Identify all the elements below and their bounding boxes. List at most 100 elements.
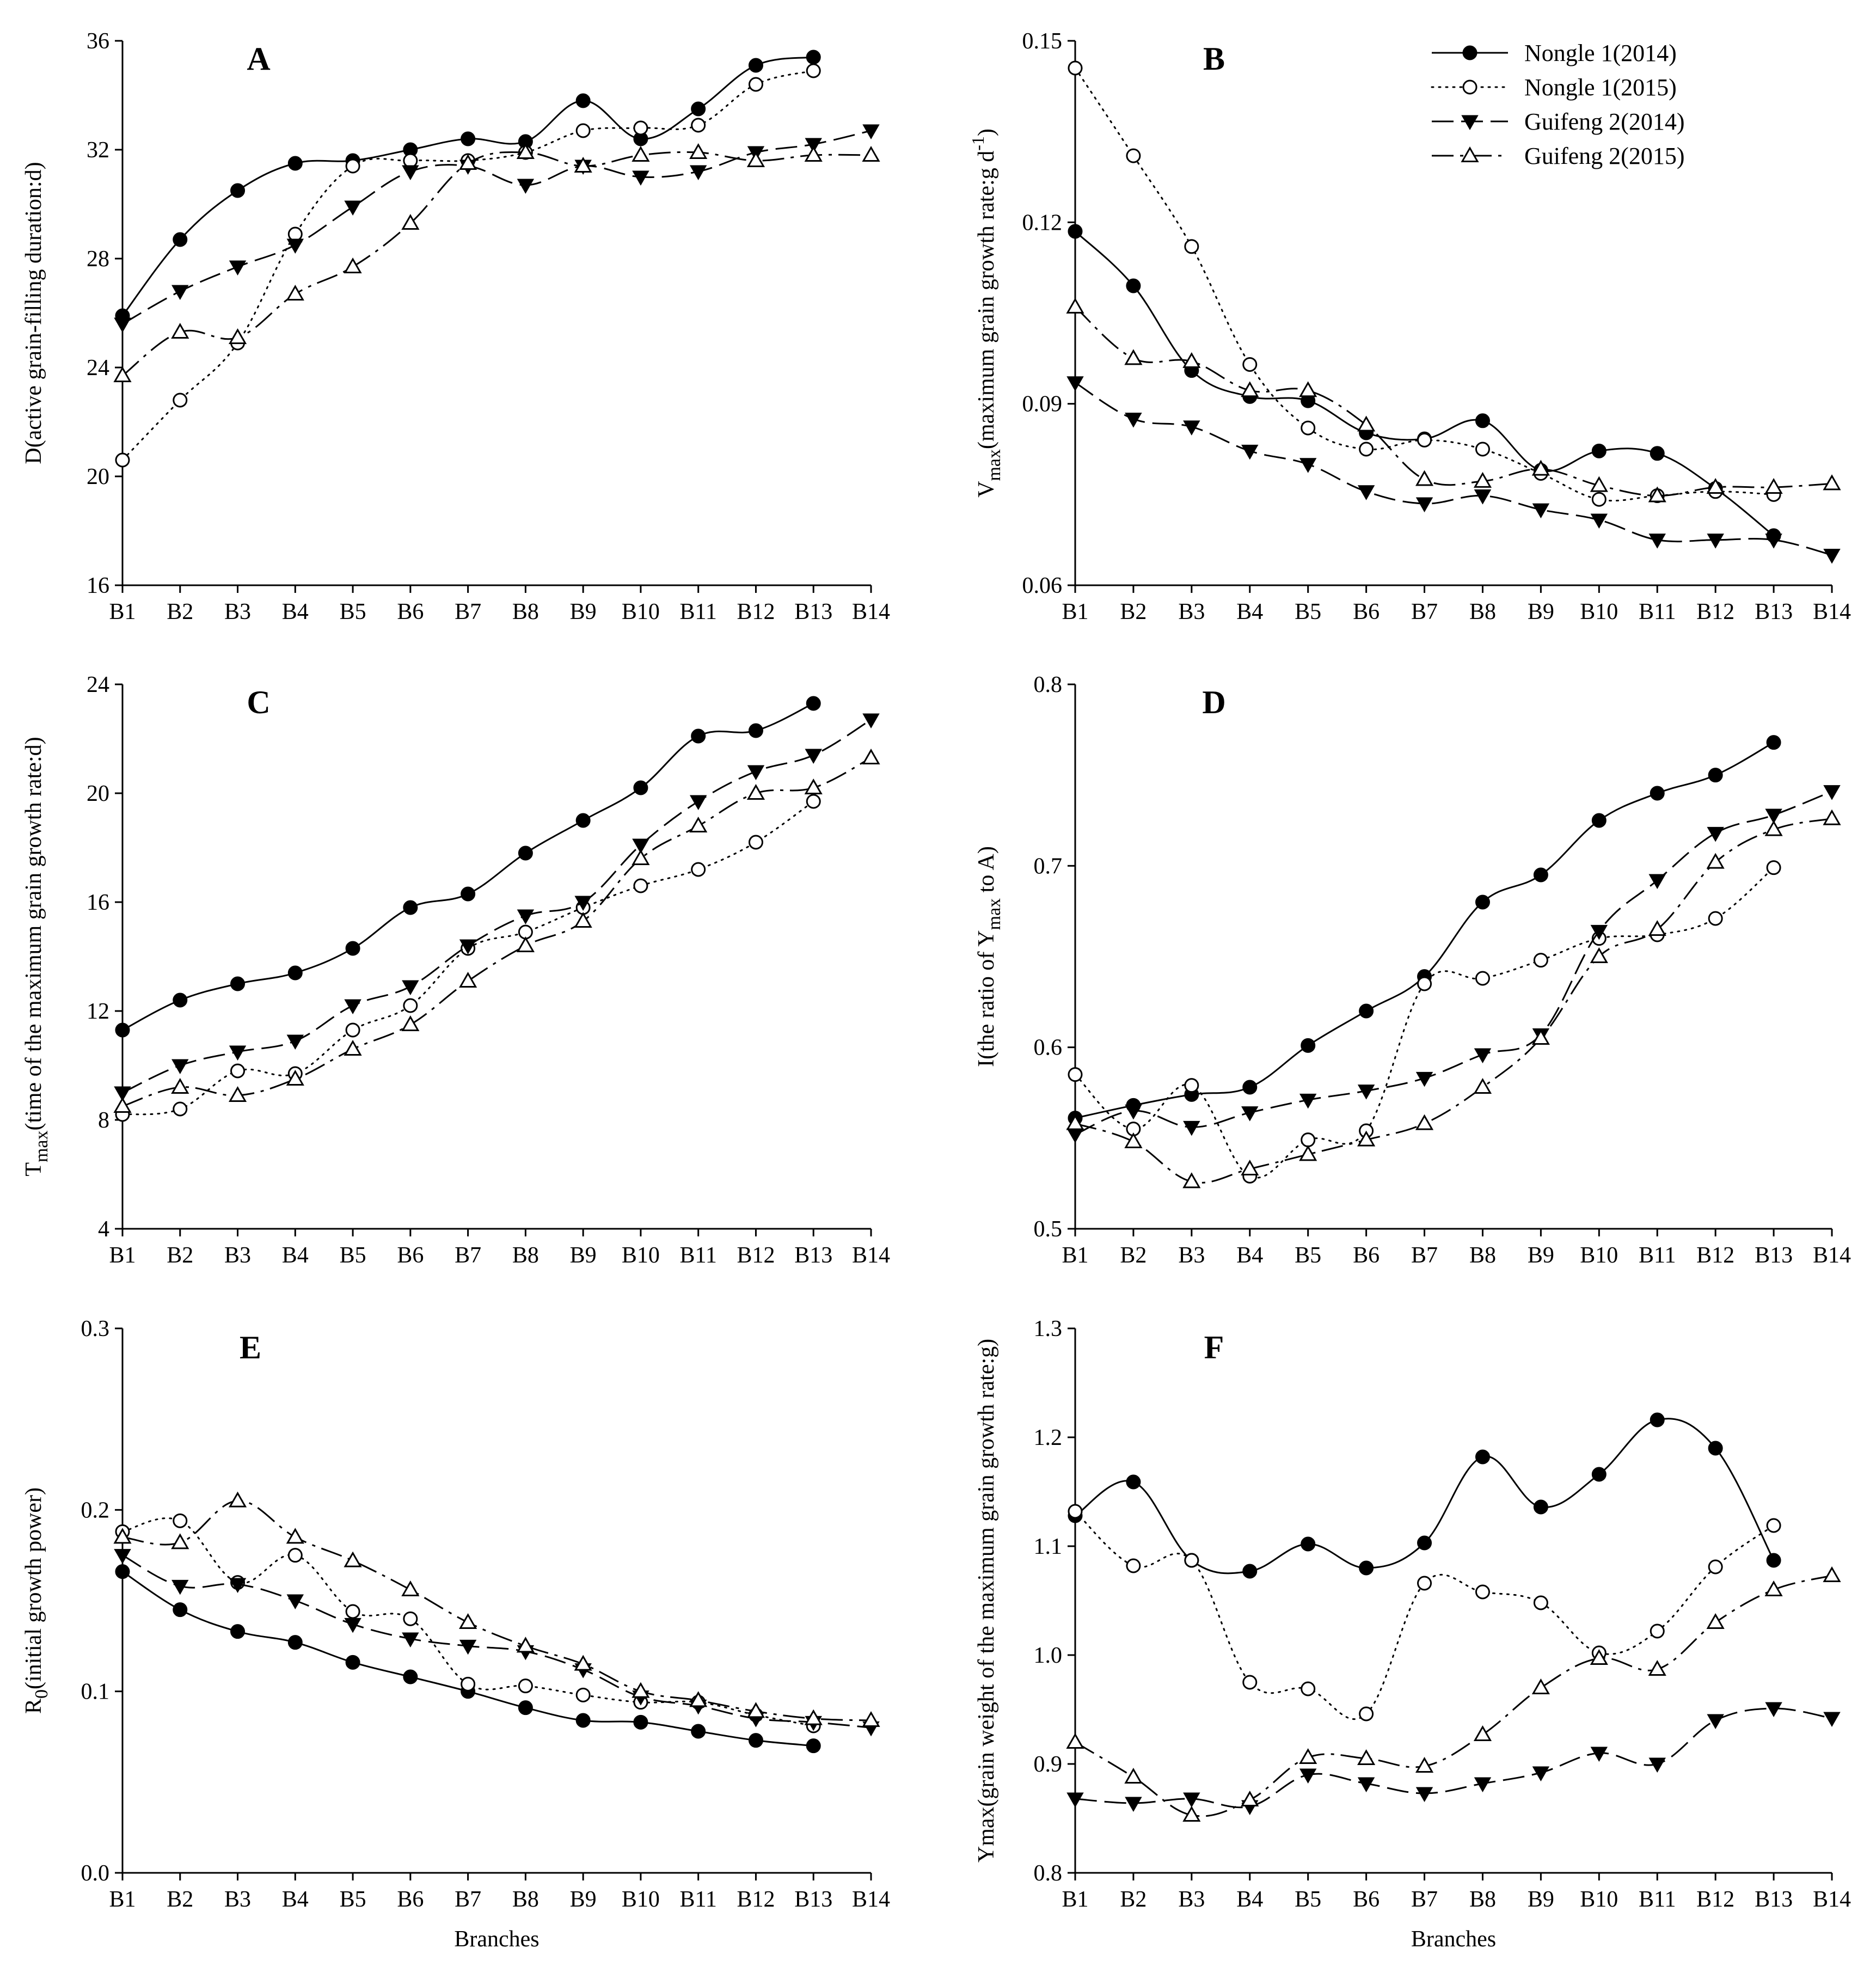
series-line bbox=[1075, 382, 1832, 556]
data-point bbox=[1475, 895, 1490, 910]
x-tick-label: B2 bbox=[1120, 1243, 1147, 1268]
data-point bbox=[1766, 860, 1781, 875]
data-point bbox=[862, 124, 880, 140]
data-point bbox=[1650, 1412, 1665, 1428]
y-tick-label: 20 bbox=[87, 464, 109, 489]
series-3 bbox=[113, 1491, 880, 1727]
x-tick-label: B4 bbox=[282, 1887, 309, 1912]
data-point bbox=[1473, 1725, 1492, 1741]
series-0 bbox=[1068, 1412, 1781, 1579]
data-point bbox=[401, 1580, 420, 1596]
series-3 bbox=[113, 748, 880, 1113]
data-point bbox=[1417, 432, 1432, 448]
x-tick-label: B12 bbox=[737, 1887, 775, 1912]
x-axis-title: Branches bbox=[1411, 1927, 1496, 1952]
data-point bbox=[1357, 415, 1376, 432]
data-point bbox=[633, 780, 648, 795]
x-tick-label: B13 bbox=[1755, 1243, 1793, 1268]
x-tick-label: B11 bbox=[679, 599, 716, 624]
y-tick-label: 8 bbox=[98, 1108, 109, 1133]
data-point bbox=[1357, 1777, 1375, 1793]
data-point bbox=[1417, 976, 1432, 991]
data-point bbox=[114, 1549, 131, 1564]
data-point bbox=[1299, 1748, 1317, 1764]
data-point bbox=[1706, 1613, 1725, 1629]
x-tick-label: B11 bbox=[1639, 599, 1676, 624]
data-point bbox=[344, 1618, 361, 1633]
x-tick-label: B12 bbox=[1696, 599, 1734, 624]
series-3 bbox=[113, 143, 880, 382]
legend-label: Guifeng 2(2015) bbox=[1524, 143, 1685, 169]
x-tick-label: B9 bbox=[1528, 1243, 1554, 1268]
panel-letter: C bbox=[247, 684, 270, 720]
legend: Nongle 1(2014) Nongle 1(2015) Guifeng 2(20… bbox=[1431, 40, 1685, 169]
data-point bbox=[1066, 1114, 1084, 1130]
y-tick-label: 24 bbox=[87, 672, 109, 697]
x-tick-label: B2 bbox=[167, 1243, 193, 1268]
data-point bbox=[746, 783, 765, 800]
data-point bbox=[806, 794, 821, 809]
data-point bbox=[230, 1624, 246, 1639]
data-point bbox=[344, 999, 361, 1015]
data-point bbox=[1301, 420, 1316, 436]
data-point bbox=[1648, 1757, 1666, 1773]
data-point bbox=[1301, 1536, 1316, 1552]
data-point bbox=[632, 145, 650, 162]
x-tick-label: B12 bbox=[1696, 1887, 1734, 1912]
data-point bbox=[1126, 1474, 1141, 1490]
data-point bbox=[344, 257, 362, 273]
x-tick-label: B13 bbox=[794, 1243, 832, 1268]
data-point bbox=[1475, 442, 1490, 457]
data-point bbox=[1241, 1106, 1259, 1122]
data-point bbox=[633, 120, 648, 136]
x-tick-label: B4 bbox=[282, 599, 309, 624]
data-point bbox=[1474, 1777, 1492, 1793]
data-point bbox=[1590, 924, 1608, 940]
data-point bbox=[1531, 1028, 1550, 1045]
x-tick-label: B6 bbox=[397, 599, 424, 624]
panel-a: 16 20 24 28 32 36 B1 B2 B3 B4 B5 B6 B7 B8 B9 B10 B11 B12 B… bbox=[21, 29, 890, 624]
data-point bbox=[1357, 1130, 1376, 1147]
x-tick-label: B10 bbox=[1580, 1887, 1618, 1912]
data-point bbox=[1357, 1749, 1376, 1765]
data-point bbox=[1475, 1449, 1490, 1465]
x-tick-label: B3 bbox=[224, 599, 251, 624]
data-point bbox=[286, 1594, 304, 1610]
data-point bbox=[344, 1039, 362, 1056]
data-point bbox=[633, 878, 648, 893]
data-point bbox=[748, 58, 763, 73]
x-tick-label: B11 bbox=[679, 1887, 716, 1912]
data-point bbox=[402, 980, 419, 996]
data-point bbox=[345, 1655, 360, 1670]
data-point bbox=[517, 179, 535, 194]
data-point bbox=[1707, 534, 1724, 549]
data-point bbox=[1242, 357, 1258, 372]
data-point bbox=[691, 728, 706, 744]
data-point bbox=[402, 1632, 419, 1648]
data-point bbox=[287, 156, 303, 171]
data-point bbox=[1241, 444, 1259, 460]
panel-c: 4 8 12 16 20 24 B1 B2 B3 B4 B5 B6 B7 B8 B9 B10 B11 B12 B13… bbox=[21, 672, 890, 1268]
data-point bbox=[574, 156, 592, 173]
data-point bbox=[1301, 1132, 1316, 1148]
series-1 bbox=[115, 63, 821, 468]
y-tick-label: 0.12 bbox=[1022, 210, 1063, 235]
data-point bbox=[459, 1639, 477, 1655]
y-axis-title: D(active grain-filling duration:d) bbox=[21, 162, 46, 464]
data-point bbox=[1474, 1048, 1492, 1064]
data-point bbox=[459, 154, 477, 170]
data-point bbox=[401, 213, 420, 230]
x-tick-label: B5 bbox=[1295, 599, 1321, 624]
series-line bbox=[1074, 867, 1775, 1179]
data-point bbox=[1533, 953, 1548, 968]
x-tick-label: B3 bbox=[1178, 1887, 1205, 1912]
data-point bbox=[574, 896, 592, 911]
data-point bbox=[1183, 420, 1200, 436]
data-point bbox=[1126, 1558, 1141, 1573]
x-tick-label: B2 bbox=[1120, 1887, 1147, 1912]
data-point bbox=[1066, 297, 1084, 314]
x-tick-label: B4 bbox=[1236, 1887, 1263, 1912]
series-line bbox=[121, 800, 814, 1116]
data-point bbox=[691, 101, 706, 117]
series-2 bbox=[114, 124, 880, 333]
